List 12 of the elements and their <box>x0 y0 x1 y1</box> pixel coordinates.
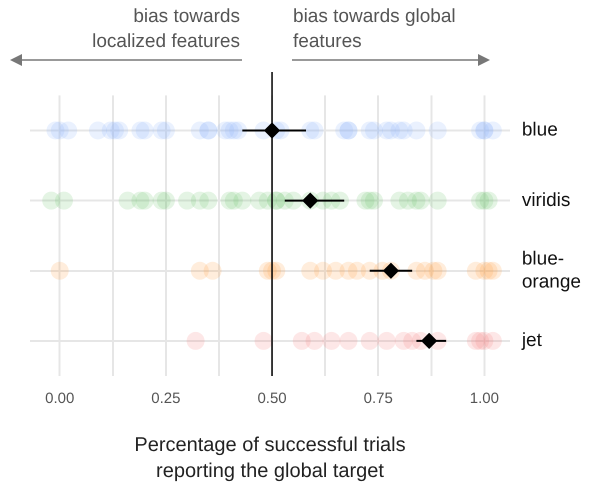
x-tick-label: 0.50 <box>257 390 287 408</box>
y-tick-label: blue-orange <box>522 248 582 292</box>
y-tick-label: blue <box>522 120 558 141</box>
text: bias towards localized features <box>91 5 240 54</box>
x-tick-label: 1.00 <box>470 390 499 408</box>
y-tick-label: jet <box>520 330 543 352</box>
y-tick-label: viridis <box>522 190 570 211</box>
x-tick-label: 0.00 <box>45 390 74 408</box>
x-tick-label: 0.75 <box>364 390 393 408</box>
x-axis-title: Percentage of successful trials reporting the global target <box>133 433 407 484</box>
x-tick-label: 0.25 <box>151 390 180 408</box>
text: bias towards global features <box>293 5 457 54</box>
